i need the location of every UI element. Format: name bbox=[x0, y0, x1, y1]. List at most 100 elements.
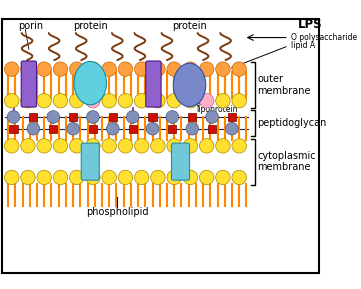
Circle shape bbox=[183, 139, 198, 153]
FancyBboxPatch shape bbox=[21, 61, 36, 107]
Bar bbox=[9, 125, 18, 133]
Circle shape bbox=[102, 94, 117, 108]
Circle shape bbox=[151, 62, 165, 76]
Circle shape bbox=[86, 170, 100, 185]
Circle shape bbox=[67, 122, 79, 135]
Circle shape bbox=[86, 62, 100, 76]
FancyBboxPatch shape bbox=[2, 18, 319, 273]
Bar bbox=[188, 113, 196, 121]
Circle shape bbox=[47, 111, 60, 123]
FancyBboxPatch shape bbox=[146, 61, 161, 107]
FancyBboxPatch shape bbox=[81, 143, 99, 180]
Circle shape bbox=[21, 94, 35, 108]
Bar bbox=[89, 125, 97, 133]
Text: porin: porin bbox=[18, 21, 43, 31]
Text: phospholipid: phospholipid bbox=[86, 207, 149, 217]
Text: peptidoglycan: peptidoglycan bbox=[257, 118, 327, 128]
Circle shape bbox=[118, 62, 133, 76]
Text: outer
membrane: outer membrane bbox=[257, 74, 311, 96]
Bar bbox=[208, 125, 216, 133]
Circle shape bbox=[106, 122, 119, 135]
Circle shape bbox=[118, 170, 133, 185]
Circle shape bbox=[232, 94, 247, 108]
Circle shape bbox=[21, 62, 35, 76]
Ellipse shape bbox=[74, 62, 106, 105]
Circle shape bbox=[70, 62, 84, 76]
Circle shape bbox=[53, 139, 68, 153]
Circle shape bbox=[53, 170, 68, 185]
Circle shape bbox=[70, 170, 84, 185]
Circle shape bbox=[216, 170, 230, 185]
Text: lipid A: lipid A bbox=[291, 41, 315, 50]
Circle shape bbox=[200, 94, 214, 108]
Circle shape bbox=[216, 62, 230, 76]
Circle shape bbox=[37, 139, 52, 153]
Circle shape bbox=[86, 94, 100, 108]
Circle shape bbox=[27, 122, 40, 135]
Circle shape bbox=[216, 94, 230, 108]
Bar bbox=[49, 125, 57, 133]
Circle shape bbox=[200, 170, 214, 185]
Circle shape bbox=[146, 122, 159, 135]
Circle shape bbox=[37, 62, 52, 76]
Circle shape bbox=[183, 62, 198, 76]
Bar bbox=[29, 113, 38, 121]
Circle shape bbox=[70, 139, 84, 153]
Circle shape bbox=[5, 170, 19, 185]
Circle shape bbox=[200, 62, 214, 76]
Circle shape bbox=[5, 62, 19, 76]
Circle shape bbox=[226, 122, 238, 135]
Circle shape bbox=[53, 62, 68, 76]
Circle shape bbox=[166, 111, 179, 123]
Bar bbox=[109, 113, 117, 121]
Bar bbox=[129, 125, 137, 133]
Circle shape bbox=[200, 139, 214, 153]
Ellipse shape bbox=[173, 63, 206, 107]
Circle shape bbox=[5, 94, 19, 108]
Text: cytoplasmic
membrane: cytoplasmic membrane bbox=[257, 151, 316, 173]
Circle shape bbox=[102, 62, 117, 76]
Circle shape bbox=[118, 94, 133, 108]
Text: LPS: LPS bbox=[298, 18, 322, 31]
Bar bbox=[69, 113, 77, 121]
Circle shape bbox=[87, 111, 99, 123]
Circle shape bbox=[167, 139, 182, 153]
Text: protein: protein bbox=[172, 21, 207, 31]
Circle shape bbox=[206, 111, 218, 123]
Circle shape bbox=[135, 94, 149, 108]
Bar bbox=[168, 125, 177, 133]
Circle shape bbox=[183, 170, 198, 185]
Circle shape bbox=[126, 111, 139, 123]
Circle shape bbox=[53, 94, 68, 108]
Circle shape bbox=[37, 170, 52, 185]
Circle shape bbox=[37, 94, 52, 108]
Text: lipoprotein: lipoprotein bbox=[197, 105, 238, 114]
Circle shape bbox=[135, 139, 149, 153]
Text: O polysaccharide: O polysaccharide bbox=[291, 33, 357, 42]
Circle shape bbox=[21, 170, 35, 185]
Circle shape bbox=[167, 170, 182, 185]
Text: protein: protein bbox=[73, 21, 108, 31]
Circle shape bbox=[167, 62, 182, 76]
Circle shape bbox=[232, 62, 247, 76]
Circle shape bbox=[135, 62, 149, 76]
FancyBboxPatch shape bbox=[171, 143, 190, 180]
Circle shape bbox=[216, 139, 230, 153]
Circle shape bbox=[86, 139, 100, 153]
Circle shape bbox=[151, 139, 165, 153]
Bar bbox=[148, 113, 157, 121]
Circle shape bbox=[151, 170, 165, 185]
Circle shape bbox=[186, 122, 199, 135]
Circle shape bbox=[102, 170, 117, 185]
Circle shape bbox=[102, 139, 117, 153]
Circle shape bbox=[183, 94, 198, 108]
Circle shape bbox=[70, 94, 84, 108]
Circle shape bbox=[232, 170, 247, 185]
Circle shape bbox=[118, 139, 133, 153]
Circle shape bbox=[7, 111, 20, 123]
Bar bbox=[228, 113, 236, 121]
Circle shape bbox=[21, 139, 35, 153]
Circle shape bbox=[167, 94, 182, 108]
Circle shape bbox=[232, 139, 247, 153]
Circle shape bbox=[135, 170, 149, 185]
